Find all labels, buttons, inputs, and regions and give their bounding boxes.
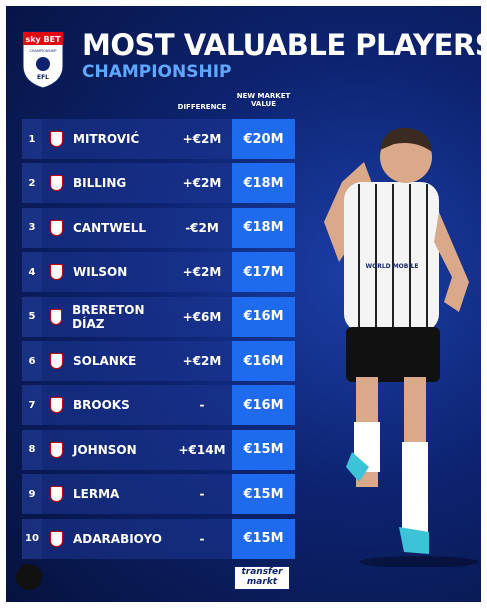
market-value: €17M: [232, 252, 295, 293]
player-name: JOHNSON: [73, 442, 137, 457]
player-image: WORLD MOBILE: [324, 127, 479, 567]
player-name: LERMA: [73, 487, 120, 502]
market-value: €20M: [232, 119, 295, 159]
club-crest: [50, 530, 63, 547]
club-crest: [50, 219, 63, 236]
player-name: SOLANKE: [73, 354, 137, 368]
market-value: €15M: [232, 518, 295, 559]
difference: +€2M: [172, 119, 232, 159]
player-cell: BRERETON DÍAZ: [42, 296, 172, 337]
difference: +€14M: [172, 429, 232, 470]
player-cell: ADARABIOYO: [42, 518, 172, 559]
difference: +€6M: [172, 296, 232, 337]
rank: 1: [22, 119, 42, 159]
sponsor: WORLD MOBILE: [365, 263, 418, 270]
profile-icon[interactable]: [16, 564, 42, 590]
player-name: BROOKS: [73, 398, 130, 413]
rank: 10: [22, 518, 42, 559]
player-name: WILSON: [73, 265, 128, 280]
player-name: BRERETON DÍAZ: [72, 302, 145, 331]
rank: 4: [22, 252, 42, 293]
footer-logo-bottom: markt: [246, 577, 278, 587]
rank: 9: [22, 474, 42, 515]
footer-logo-top: transfer: [241, 567, 283, 577]
rank: 6: [22, 341, 42, 381]
player-cell: BROOKS: [42, 385, 172, 426]
player-cell: BILLING: [42, 163, 172, 204]
column-header: NEW MARKET VALUE: [236, 92, 291, 108]
club-crest: [50, 486, 63, 503]
logo: sky BET CHAMPIONSHIP EFL: [22, 31, 64, 89]
club-crest: [50, 397, 63, 414]
difference: +€2M: [172, 252, 232, 293]
difference: +€2M: [172, 341, 232, 381]
rank: 8: [22, 429, 42, 470]
player-cell: JOHNSON: [42, 429, 172, 470]
club-crest: [50, 308, 63, 325]
market-value: €18M: [232, 207, 295, 248]
market-value: €16M: [232, 296, 295, 337]
club-crest: [50, 131, 63, 147]
club-crest: [50, 441, 63, 458]
subtitle: CHAMPIONSHIP: [82, 62, 232, 82]
player-cell: LERMA: [42, 474, 172, 515]
logo-league: CHAMPIONSHIP: [29, 49, 56, 53]
rank: 2: [22, 163, 42, 204]
column-header: DIFFERENCE: [177, 103, 227, 111]
logo-brand: sky BET: [25, 35, 61, 44]
difference: -: [172, 385, 232, 426]
player-name: BILLING: [73, 176, 127, 191]
rank: 5: [22, 296, 42, 337]
logo-org: EFL: [37, 74, 49, 81]
market-value: €15M: [232, 429, 295, 470]
difference: +€2M: [172, 163, 232, 204]
player-cell: SOLANKE: [42, 341, 172, 381]
player-cell: WILSON: [42, 252, 172, 293]
player-name: CANTWELL: [73, 220, 147, 235]
footer-logo: transfer markt: [234, 566, 290, 590]
difference: -: [172, 518, 232, 559]
player-name: ADARABIOYO: [73, 531, 162, 546]
market-value: €15M: [232, 474, 295, 515]
player-name: MITROVIĆ: [73, 132, 140, 146]
difference: -: [172, 474, 232, 515]
club-crest: [50, 353, 63, 369]
rank: 7: [22, 385, 42, 426]
club-crest: [50, 264, 63, 281]
market-value: €16M: [232, 341, 295, 381]
market-value: €16M: [232, 385, 295, 426]
post: sky BET CHAMPIONSHIP EFL MOST VALUABLE P…: [6, 6, 481, 602]
difference: -€2M: [172, 207, 232, 248]
market-value: €18M: [232, 163, 295, 204]
player-cell: CANTWELL: [42, 207, 172, 248]
title: MOST VALUABLE PLAYERS: [82, 28, 481, 62]
rank: 3: [22, 207, 42, 248]
player-cell: MITROVIĆ: [42, 119, 172, 159]
club-crest: [50, 175, 63, 192]
